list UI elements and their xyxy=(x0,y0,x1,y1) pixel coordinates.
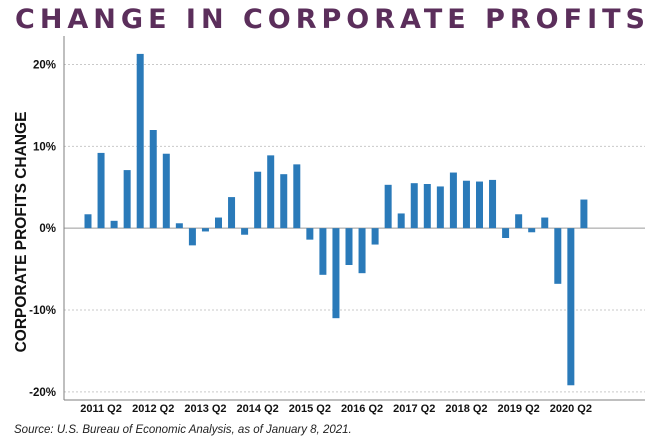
y-tick-label: 0% xyxy=(39,223,56,235)
x-tick-label: 2016 Q2 xyxy=(341,403,383,415)
bar xyxy=(332,228,340,319)
bar xyxy=(215,217,222,229)
bar xyxy=(293,164,301,229)
y-tick-label: -20% xyxy=(29,387,56,399)
bar xyxy=(175,223,183,229)
bar xyxy=(188,228,196,246)
bar xyxy=(136,53,144,229)
bar xyxy=(489,179,497,229)
bar xyxy=(397,213,405,229)
bar xyxy=(280,174,288,229)
x-tick-label: 2015 Q2 xyxy=(289,403,331,415)
y-tick-label: -10% xyxy=(29,305,56,317)
bar xyxy=(228,197,236,229)
y-tick-labels: 20% 10% 0% -10% -20% xyxy=(29,60,56,399)
bar xyxy=(97,152,105,229)
bar xyxy=(201,228,209,232)
x-tick-labels: 2011 Q2 2012 Q2 2013 Q2 2014 Q2 2015 Q2 2016 … xyxy=(80,403,592,415)
x-tick-label: 2019 Q2 xyxy=(498,403,540,415)
bar xyxy=(384,184,392,229)
axes xyxy=(63,36,645,401)
bars xyxy=(84,53,588,386)
x-tick-label: 2020 Q2 xyxy=(550,403,592,415)
bar xyxy=(123,170,131,229)
y-tick-label: 10% xyxy=(33,141,56,153)
bar xyxy=(502,228,510,238)
bar xyxy=(110,220,118,229)
bar xyxy=(462,180,470,229)
y-tick-label: 20% xyxy=(33,60,56,72)
bar xyxy=(541,217,549,229)
bar xyxy=(84,214,92,229)
bar xyxy=(580,199,588,229)
bar xyxy=(345,228,353,265)
bar xyxy=(254,171,262,229)
bar xyxy=(449,172,457,229)
bar xyxy=(149,130,157,229)
bar xyxy=(410,183,418,229)
x-tick-label: 2018 Q2 xyxy=(445,403,487,415)
bar xyxy=(306,228,314,240)
bar xyxy=(528,228,536,233)
source-note: Source: U.S. Bureau of Economic Analysis… xyxy=(14,424,352,436)
bar xyxy=(567,228,575,386)
y-axis-label: CORPORATE PROFITS CHANGE xyxy=(13,111,30,353)
bar xyxy=(358,228,366,274)
chart-title: CHANGE IN CORPORATE PROFITS xyxy=(15,4,650,35)
x-tick-label: 2012 Q2 xyxy=(132,403,174,415)
bar xyxy=(515,214,523,229)
bar xyxy=(476,181,483,229)
bar xyxy=(554,228,562,284)
x-tick-label: 2011 Q2 xyxy=(80,403,122,415)
bar xyxy=(319,228,327,275)
bar xyxy=(423,184,431,229)
bar xyxy=(436,186,444,229)
x-tick-label: 2017 Q2 xyxy=(393,403,435,415)
x-tick-label: 2013 Q2 xyxy=(184,403,226,415)
bar xyxy=(162,153,170,229)
x-tick-label: 2014 Q2 xyxy=(237,403,279,415)
bar xyxy=(241,228,249,235)
bar xyxy=(267,155,275,229)
bar xyxy=(371,228,379,245)
